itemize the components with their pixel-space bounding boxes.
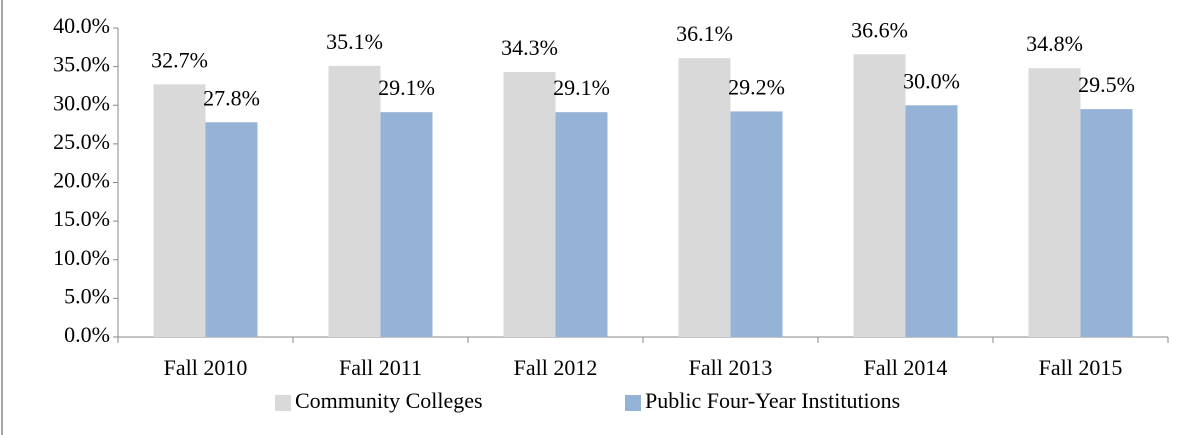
bar xyxy=(555,112,608,337)
value-label: 29.1% xyxy=(378,75,435,100)
bar xyxy=(678,58,731,337)
legend-label: Public Four-Year Institutions xyxy=(645,388,900,413)
legend-label: Community Colleges xyxy=(295,388,483,413)
x-tick-label: Fall 2011 xyxy=(339,355,422,380)
value-label: 29.5% xyxy=(1078,72,1135,97)
value-label: 35.1% xyxy=(326,29,383,54)
x-tick-label: Fall 2010 xyxy=(164,355,248,380)
y-tick-label: 20.0% xyxy=(53,168,110,193)
y-tick-label: 40.0% xyxy=(53,13,110,38)
bar xyxy=(328,65,381,337)
y-tick-label: 30.0% xyxy=(53,90,110,115)
x-tick-label: Fall 2012 xyxy=(514,355,598,380)
value-label: 29.1% xyxy=(553,75,610,100)
bar xyxy=(380,112,433,337)
value-label: 36.6% xyxy=(851,17,908,42)
bar xyxy=(905,105,958,337)
bar xyxy=(153,84,206,337)
value-label: 34.3% xyxy=(501,35,558,60)
bar xyxy=(1028,68,1081,338)
bar xyxy=(853,54,906,337)
value-label: 32.7% xyxy=(151,47,208,72)
x-tick-label: Fall 2015 xyxy=(1039,355,1123,380)
value-label: 30.0% xyxy=(903,68,960,93)
legend-swatch xyxy=(275,395,291,411)
value-label: 36.1% xyxy=(676,21,733,46)
bar xyxy=(1080,109,1133,337)
value-label: 34.8% xyxy=(1026,31,1083,56)
y-tick-label: 0.0% xyxy=(64,322,110,347)
bar xyxy=(205,122,258,338)
value-label: 29.2% xyxy=(728,74,785,99)
legend-swatch xyxy=(625,395,641,411)
bar xyxy=(503,72,556,337)
y-tick-label: 25.0% xyxy=(53,129,110,154)
y-tick-label: 5.0% xyxy=(64,283,110,308)
x-tick-label: Fall 2013 xyxy=(689,355,773,380)
y-tick-label: 15.0% xyxy=(53,206,110,231)
x-tick-label: Fall 2014 xyxy=(864,355,948,380)
bar xyxy=(730,111,783,338)
value-label: 27.8% xyxy=(203,85,260,110)
y-tick-label: 10.0% xyxy=(53,245,110,270)
y-tick-label: 35.0% xyxy=(53,52,110,77)
